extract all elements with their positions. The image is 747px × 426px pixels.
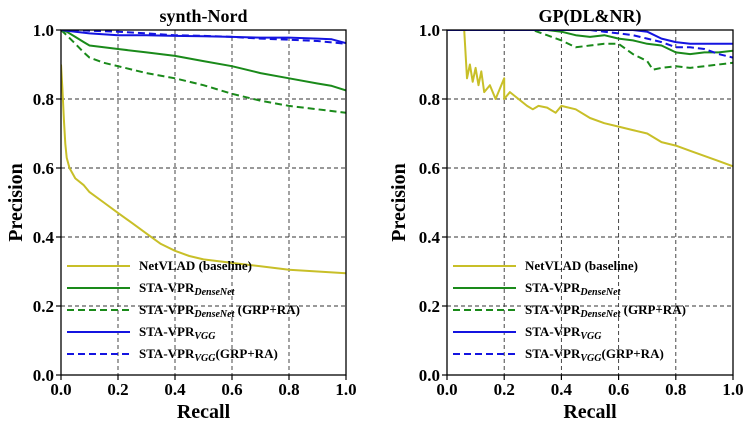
tick-marks: 0.0 0.2 0.4 0.6 0.8 1.0 0.0 0.2 0.4 0.6 0.8 1.0 xyxy=(419,21,744,399)
legend: NetVLAD (baseline) STA-VPRDenseNet STA-VPR… xyxy=(453,258,686,364)
y-tick-label: 0.6 xyxy=(419,159,440,178)
series-line-sta-vpr-densenet xyxy=(447,30,733,56)
legend-label: STA-VPRVGG xyxy=(525,324,602,342)
legend: NetVLAD (baseline) STA-VPRDenseNet STA-VPR… xyxy=(67,258,300,364)
plot-frame xyxy=(446,29,734,376)
x-tick-label: 0.6 xyxy=(608,380,629,399)
series-line-netvlad-baseline xyxy=(61,64,346,275)
y-tick-label: 0.4 xyxy=(419,228,441,247)
y-axis-label: Precision xyxy=(5,163,27,242)
series-line-sta-vpr-vgg xyxy=(61,30,346,45)
tick-marks: 0.0 0.2 0.4 0.6 0.8 1.0 0.0 0.2 0.4 0.6 0.8 1.0 xyxy=(33,21,357,399)
y-axis-label: Precision xyxy=(388,163,410,242)
y-tick-label: 0.2 xyxy=(33,297,54,316)
x-tick-label: 0.8 xyxy=(278,380,299,399)
y-tick-label: 1.0 xyxy=(33,21,54,40)
y-tick-label: 0.8 xyxy=(419,90,440,109)
series-line-sta-vpr-vgg-grp-ra xyxy=(447,30,733,59)
legend-label: STA-VPRDenseNet xyxy=(139,280,236,298)
x-tick-label: 1.0 xyxy=(335,380,356,399)
legend-label: STA-VPRDenseNet (GRP+RA) xyxy=(525,302,686,320)
series-line-sta-vpr-densenet xyxy=(61,30,346,92)
x-tick-label: 1.0 xyxy=(722,380,743,399)
plot-frame xyxy=(60,29,347,376)
legend-label: STA-VPRVGG xyxy=(139,324,216,342)
legend-label: NetVLAD (baseline) xyxy=(139,258,252,273)
chart-panel-synth-nord: 0.0 0.2 0.4 0.6 0.8 1.0 0.0 0.2 0.4 0.6 0.8 1.0 syn… xyxy=(5,6,357,423)
y-tick-label: 1.0 xyxy=(419,21,440,40)
y-tick-label: 0.8 xyxy=(33,90,54,109)
grid-lines xyxy=(61,30,346,375)
chart-title: GP(DL&NR) xyxy=(539,6,642,27)
x-tick-label: 0.4 xyxy=(551,380,573,399)
legend-label: STA-VPRDenseNet (GRP+RA) xyxy=(139,302,300,320)
x-tick-label: 0.2 xyxy=(494,380,515,399)
x-axis-label: Recall xyxy=(563,401,617,423)
series-line-sta-vpr-vgg xyxy=(447,30,733,45)
series-group xyxy=(447,30,733,168)
x-tick-label: 0.0 xyxy=(50,380,71,399)
y-tick-label: 0.4 xyxy=(33,228,55,247)
y-tick-label: 0.0 xyxy=(33,366,54,385)
series-line-sta-vpr-densenet-grp-ra xyxy=(61,30,346,114)
y-tick-label: 0.0 xyxy=(419,366,440,385)
series-line-netvlad-baseline xyxy=(447,30,733,168)
legend-label: STA-VPRDenseNet xyxy=(525,280,622,298)
series-line-sta-vpr-densenet-grp-ra xyxy=(447,30,733,71)
legend-label: NetVLAD (baseline) xyxy=(525,258,638,273)
legend-label: STA-VPRVGG(GRP+RA) xyxy=(139,346,278,364)
y-tick-label: 0.6 xyxy=(33,159,54,178)
x-tick-label: 0.2 xyxy=(107,380,128,399)
x-tick-label: 0.6 xyxy=(221,380,242,399)
y-tick-label: 0.2 xyxy=(419,297,440,316)
x-tick-label: 0.8 xyxy=(665,380,686,399)
chart-panel-gp-dl-nr: 0.0 0.2 0.4 0.6 0.8 1.0 0.0 0.2 0.4 0.6 0.8 1.0 GP(… xyxy=(388,6,744,423)
legend-label: STA-VPRVGG(GRP+RA) xyxy=(525,346,664,364)
grid-lines xyxy=(447,30,733,375)
chart-title: synth-Nord xyxy=(159,6,247,26)
x-axis-label: Recall xyxy=(177,401,231,423)
x-tick-label: 0.4 xyxy=(164,380,186,399)
x-tick-label: 0.0 xyxy=(436,380,457,399)
